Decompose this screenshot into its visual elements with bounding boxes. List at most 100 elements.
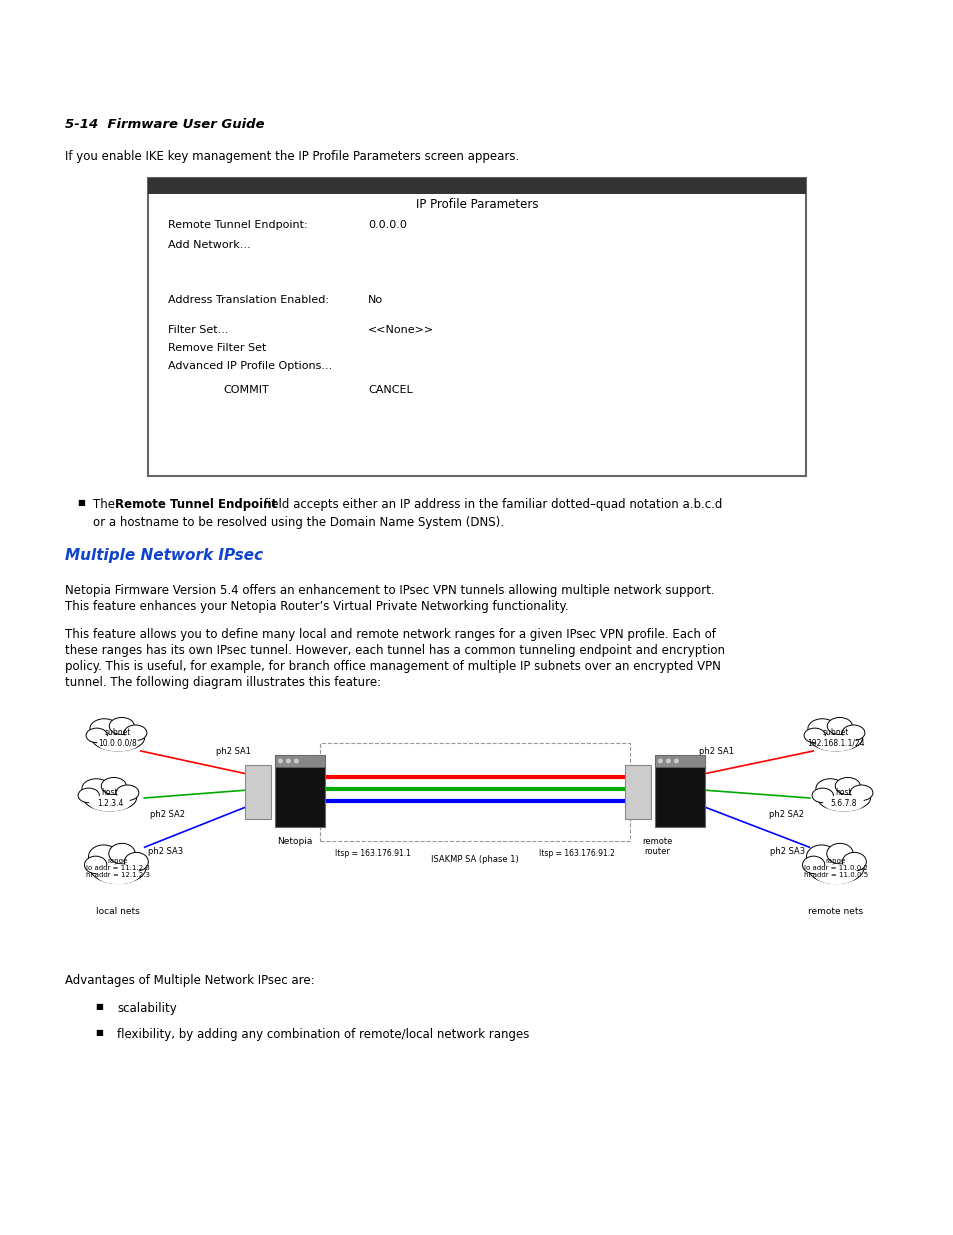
Text: policy. This is useful, for example, for branch office management of multiple IP: policy. This is useful, for example, for… bbox=[65, 659, 720, 673]
Ellipse shape bbox=[811, 788, 833, 803]
Text: ph2 SA3: ph2 SA3 bbox=[149, 847, 183, 856]
Circle shape bbox=[294, 758, 298, 763]
Text: host
1.2.3.4: host 1.2.3.4 bbox=[96, 788, 123, 808]
Text: subnet
10.0.0.0/8: subnet 10.0.0.0/8 bbox=[98, 729, 137, 747]
Text: range
lo addr = 11.1.2.3
hi addr = 12.1.2.3: range lo addr = 11.1.2.3 hi addr = 12.1.… bbox=[86, 858, 150, 878]
Text: 5-14  Firmware User Guide: 5-14 Firmware User Guide bbox=[65, 119, 264, 131]
Ellipse shape bbox=[89, 845, 119, 868]
Ellipse shape bbox=[85, 856, 107, 873]
Text: scalability: scalability bbox=[117, 1002, 176, 1015]
Ellipse shape bbox=[90, 719, 118, 739]
Ellipse shape bbox=[96, 864, 140, 884]
Ellipse shape bbox=[835, 778, 860, 794]
Text: host
5.6.7.8: host 5.6.7.8 bbox=[830, 788, 857, 808]
Text: If you enable IKE key management the IP Profile Parameters screen appears.: If you enable IKE key management the IP … bbox=[65, 149, 518, 163]
Text: Add Network...: Add Network... bbox=[168, 240, 251, 249]
Ellipse shape bbox=[101, 778, 126, 794]
Text: ph2 SA1: ph2 SA1 bbox=[215, 747, 251, 756]
Text: local nets: local nets bbox=[96, 906, 140, 916]
Text: Netopia: Netopia bbox=[277, 837, 313, 846]
Bar bbox=[624, 764, 650, 819]
Ellipse shape bbox=[109, 844, 135, 864]
Text: ISAKMP SA (phase 1): ISAKMP SA (phase 1) bbox=[431, 855, 518, 864]
Ellipse shape bbox=[813, 864, 857, 884]
Ellipse shape bbox=[82, 779, 111, 799]
Text: ph2 SA3: ph2 SA3 bbox=[770, 847, 804, 856]
Ellipse shape bbox=[807, 719, 836, 739]
Circle shape bbox=[665, 758, 670, 763]
Text: Remove Filter Set: Remove Filter Set bbox=[168, 343, 266, 353]
Circle shape bbox=[286, 758, 291, 763]
Ellipse shape bbox=[110, 718, 134, 735]
Text: or a hostname to be resolved using the Domain Name System (DNS).: or a hostname to be resolved using the D… bbox=[92, 516, 503, 529]
Ellipse shape bbox=[807, 852, 863, 883]
Ellipse shape bbox=[116, 785, 139, 800]
Circle shape bbox=[277, 758, 283, 763]
Text: Advantages of Multiple Network IPsec are:: Advantages of Multiple Network IPsec are… bbox=[65, 974, 314, 987]
Ellipse shape bbox=[805, 845, 836, 868]
Text: Itsp = 163.176.91.2: Itsp = 163.176.91.2 bbox=[538, 848, 615, 858]
Text: Itsp = 163.176.91.1: Itsp = 163.176.91.1 bbox=[335, 848, 411, 858]
Text: subnet
192.168.1.1/24: subnet 192.168.1.1/24 bbox=[806, 729, 864, 747]
Text: Remote Tunnel Endpoint:: Remote Tunnel Endpoint: bbox=[168, 220, 307, 230]
Ellipse shape bbox=[78, 788, 99, 803]
Ellipse shape bbox=[808, 725, 862, 751]
Ellipse shape bbox=[83, 785, 136, 811]
Ellipse shape bbox=[841, 725, 864, 741]
Text: remote nets: remote nets bbox=[807, 906, 862, 916]
Ellipse shape bbox=[91, 725, 145, 751]
Bar bbox=[319, 743, 629, 841]
Ellipse shape bbox=[86, 729, 108, 742]
Text: ph2 SA2: ph2 SA2 bbox=[768, 810, 803, 819]
Text: <<None>>: <<None>> bbox=[368, 325, 434, 335]
Text: No: No bbox=[368, 295, 383, 305]
Bar bbox=[148, 178, 805, 194]
Ellipse shape bbox=[817, 785, 870, 811]
Ellipse shape bbox=[801, 856, 824, 873]
Text: Address Translation Enabled:: Address Translation Enabled: bbox=[168, 295, 329, 305]
Ellipse shape bbox=[97, 735, 139, 752]
Text: Advanced IP Profile Options...: Advanced IP Profile Options... bbox=[168, 361, 332, 370]
Text: The: The bbox=[92, 498, 118, 511]
Text: Netopia Firmware Version 5.4 offers an enhancement to IPsec VPN tunnels allowing: Netopia Firmware Version 5.4 offers an e… bbox=[65, 584, 714, 597]
Ellipse shape bbox=[849, 785, 872, 800]
Text: flexibility, by adding any combination of remote/local network ranges: flexibility, by adding any combination o… bbox=[117, 1028, 529, 1041]
Text: CANCEL: CANCEL bbox=[368, 385, 413, 395]
Text: This feature allows you to define many local and remote network ranges for a giv: This feature allows you to define many l… bbox=[65, 629, 715, 641]
Text: This feature enhances your Netopia Router’s Virtual Private Networking functiona: This feature enhances your Netopia Route… bbox=[65, 600, 568, 613]
Bar bbox=[655, 755, 704, 827]
Ellipse shape bbox=[815, 779, 843, 799]
Ellipse shape bbox=[814, 735, 856, 752]
Circle shape bbox=[673, 758, 679, 763]
Text: Multiple Network IPsec: Multiple Network IPsec bbox=[65, 548, 263, 563]
Text: tunnel. The following diagram illustrates this feature:: tunnel. The following diagram illustrate… bbox=[65, 676, 381, 689]
Text: these ranges has its own IPsec tunnel. However, each tunnel has a common tunneli: these ranges has its own IPsec tunnel. H… bbox=[65, 643, 724, 657]
Bar bbox=[655, 755, 704, 767]
Text: ph2 SA1: ph2 SA1 bbox=[699, 747, 733, 756]
Ellipse shape bbox=[803, 729, 824, 742]
Text: IP Profile Parameters: IP Profile Parameters bbox=[416, 198, 537, 211]
Text: field accepts either an IP address in the familiar dotted–quad notation a.b.c.d: field accepts either an IP address in th… bbox=[260, 498, 721, 511]
Text: remote
router: remote router bbox=[641, 837, 672, 856]
Text: COMMIT: COMMIT bbox=[223, 385, 269, 395]
Text: Filter Set...: Filter Set... bbox=[168, 325, 229, 335]
Circle shape bbox=[658, 758, 662, 763]
Text: Remote Tunnel Endpoint: Remote Tunnel Endpoint bbox=[115, 498, 276, 511]
Ellipse shape bbox=[90, 852, 146, 883]
Text: ph2 SA2: ph2 SA2 bbox=[150, 810, 185, 819]
Bar bbox=[245, 764, 271, 819]
Ellipse shape bbox=[124, 852, 148, 871]
Ellipse shape bbox=[826, 718, 851, 735]
Text: range
lo addr = 11.0.0.2
hi addr = 11.0.0.5: range lo addr = 11.0.0.2 hi addr = 11.0.… bbox=[803, 858, 867, 878]
Text: 0.0.0.0: 0.0.0.0 bbox=[368, 220, 406, 230]
Text: ■: ■ bbox=[95, 1028, 103, 1037]
Ellipse shape bbox=[89, 795, 131, 811]
Ellipse shape bbox=[826, 844, 852, 864]
Ellipse shape bbox=[124, 725, 147, 741]
Text: ■: ■ bbox=[77, 498, 85, 508]
Bar bbox=[275, 755, 325, 767]
Bar bbox=[275, 755, 325, 827]
Ellipse shape bbox=[822, 795, 864, 811]
Text: ■: ■ bbox=[95, 1002, 103, 1011]
Bar bbox=[148, 178, 805, 475]
